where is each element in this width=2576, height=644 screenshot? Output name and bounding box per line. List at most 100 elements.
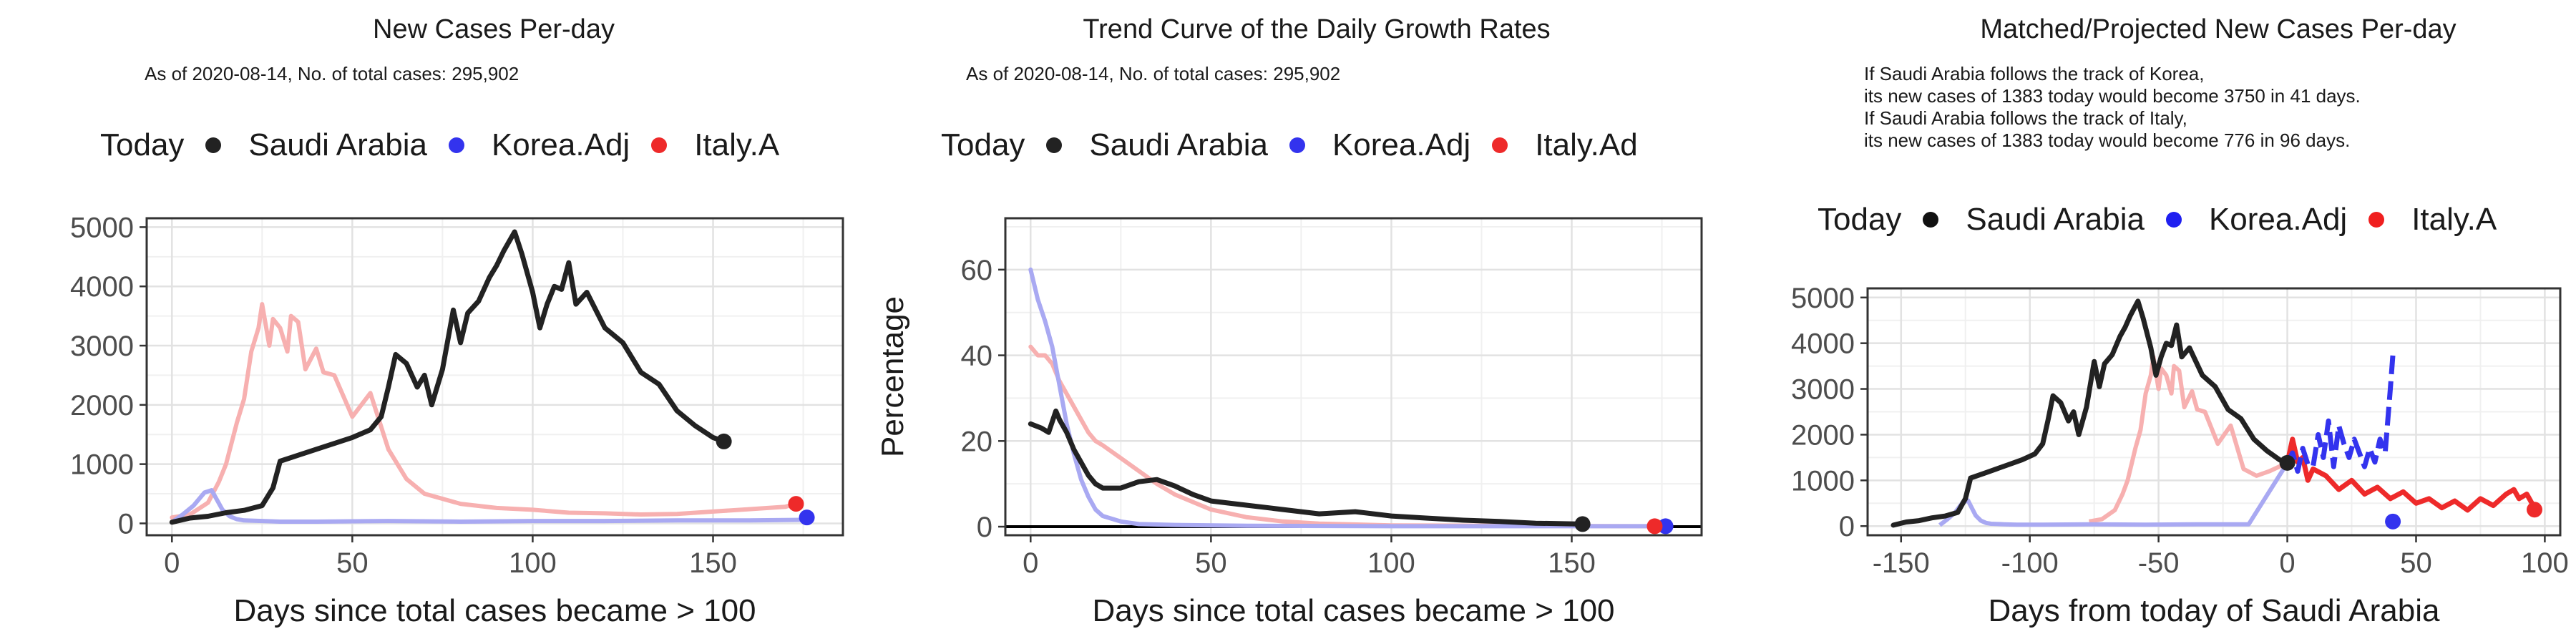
legend-item-saudi: Saudi Arabia (205, 127, 427, 163)
x-tick-label: -50 (2138, 547, 2180, 579)
legend-label: Korea.Adj (2208, 202, 2348, 237)
chart-title: Trend Curve of the Daily Growth Rates (1083, 14, 1551, 44)
legend-item-italy: Italy.Ad (1492, 127, 1638, 163)
x-tick-label: 100 (2521, 547, 2569, 579)
y-tick-label: 4000 (70, 271, 134, 303)
chart-subtitle: As of 2020-08-14, No. of total cases: 29… (145, 63, 519, 84)
legend-label: Saudi Arabia (248, 127, 427, 162)
legend-label: Korea.Adj (491, 127, 630, 162)
legend-item-korea: Korea.Adj (448, 127, 630, 163)
legend-item-korea: Korea.Adj (1289, 127, 1470, 163)
y-tick-label: 60 (961, 255, 993, 286)
legend-item-korea: Korea.Adj (2165, 202, 2348, 238)
legend-dot-italy-icon (2368, 212, 2385, 228)
today-point (799, 509, 815, 526)
y-tick-label: 5000 (1791, 283, 1855, 314)
chart-plot-area: 0 50 100 150 0 20 40 60 Days since total cases b… (875, 217, 1703, 628)
legend-label: Italy.Ad (1535, 127, 1638, 162)
legend-dot-korea-icon (448, 137, 464, 153)
x-tick-label: 0 (164, 547, 180, 579)
projection-annotation: If Saudi Arabia follows the track of Kor… (1864, 63, 2361, 152)
legend-item-saudi: Saudi Arabia (1923, 202, 2145, 238)
x-tick-label: 150 (1548, 547, 1596, 579)
legend-label: Saudi Arabia (1966, 202, 2145, 237)
y-tick-label: 0 (118, 508, 134, 540)
x-axis-label: Days since total cases became > 100 (233, 593, 756, 628)
chart-title: Matched/Projected New Cases Per-day (1980, 14, 2457, 44)
series-line-projection (2285, 354, 2396, 474)
annotation-line: its new cases of 1383 today would become… (1864, 130, 2351, 151)
legend-title: Today (100, 127, 185, 162)
series-line (1028, 267, 1668, 529)
plot-border (145, 217, 844, 537)
annotation-line: If Saudi Arabia follows the track of Kor… (1864, 63, 2205, 84)
y-tick-label: 3000 (70, 331, 134, 362)
panel-projected-cases: Matched/Projected New Cases Per-day If S… (1717, 0, 2576, 644)
legend-item-italy: Italy.A (651, 127, 779, 163)
legend-dot-saudi-icon (205, 137, 222, 153)
legend-item-italy: Italy.A (2368, 202, 2497, 238)
plot-border (1004, 217, 1703, 537)
x-tick-label: 50 (2400, 547, 2432, 579)
panel-new-cases: New Cases Per-day As of 2020-08-14, No. … (0, 0, 859, 644)
x-axis-label: Days since total cases became > 100 (1092, 593, 1614, 628)
today-point (1574, 516, 1591, 532)
today-point (2385, 513, 2401, 530)
x-tick-label: 0 (2279, 547, 2295, 579)
legend-title: Today (1818, 202, 1902, 237)
legend-label: Italy.A (2411, 202, 2497, 237)
chart-plot-area: 0 50 100 150 0 1000 2000 3000 4000 5000 Days since… (70, 212, 844, 628)
chart-legend: Today Saudi Arabia Korea.Adj Italy.A (1818, 202, 2518, 238)
legend-dot-saudi-icon (1046, 137, 1063, 153)
today-point (1657, 518, 1674, 535)
series-line (1028, 408, 1586, 527)
today-point (788, 496, 804, 512)
panel-growth-rates: Trend Curve of the Daily Growth Rates As… (859, 0, 1717, 644)
chart-plot-area: -150 -100 -50 0 50 100010002000300040005000Da… (1791, 283, 2569, 628)
series-line (170, 488, 806, 525)
plot-border (1866, 287, 2562, 537)
x-axis-label: Days from today of Saudi Arabia (1989, 593, 2441, 628)
legend-dot-korea-icon (1289, 137, 1305, 153)
y-tick-label: 3000 (1791, 374, 1855, 406)
annotation-line: its new cases of 1383 today would become… (1864, 85, 2361, 107)
x-tick-label: 50 (336, 547, 369, 579)
chart-title: New Cases Per-day (373, 14, 615, 44)
y-tick-label: 2000 (70, 390, 134, 421)
series-line (1028, 344, 1657, 529)
x-tick-label: -150 (1873, 547, 1930, 579)
y-tick-label: 4000 (1791, 328, 1855, 360)
y-tick-label: 40 (961, 341, 993, 372)
today-point (1646, 518, 1663, 535)
legend-dot-korea-icon (2165, 212, 2182, 228)
today-point (2527, 502, 2543, 518)
chart-legend: Today Saudi Arabia Korea.Adj Italy.Ad (941, 127, 1659, 163)
y-tick-label: 0 (977, 512, 992, 543)
legend-item-saudi: Saudi Arabia (1046, 127, 1268, 163)
y-tick-label: 1000 (70, 449, 134, 481)
x-tick-label: 100 (1367, 547, 1415, 579)
y-tick-label: 5000 (70, 212, 134, 243)
today-point (2279, 454, 2296, 471)
legend-dot-italy-icon (1492, 137, 1508, 153)
y-tick-label: 20 (961, 426, 993, 457)
legend-label: Saudi Arabia (1089, 127, 1268, 162)
legend-dot-saudi-icon (1923, 212, 1939, 228)
today-point (716, 433, 732, 449)
series-line (169, 229, 727, 525)
legend-title: Today (941, 127, 1025, 162)
series-line (1890, 298, 2290, 528)
y-tick-label: 0 (1839, 511, 1855, 542)
x-tick-label: 150 (689, 547, 737, 579)
y-axis-label: Percentage (875, 296, 910, 457)
series-line (170, 302, 799, 520)
x-tick-label: 50 (1195, 547, 1227, 579)
legend-dot-italy-icon (651, 137, 668, 153)
series-line-projection (2285, 436, 2537, 513)
legend-label: Italy.A (694, 127, 780, 162)
legend-label: Korea.Adj (1332, 127, 1471, 162)
chart-legend: Today Saudi Arabia Korea.Adj Italy.A (100, 127, 801, 163)
chart-subtitle: As of 2020-08-14, No. of total cases: 29… (966, 63, 1341, 84)
x-tick-label: 0 (1023, 547, 1038, 579)
x-tick-label: 100 (509, 547, 557, 579)
